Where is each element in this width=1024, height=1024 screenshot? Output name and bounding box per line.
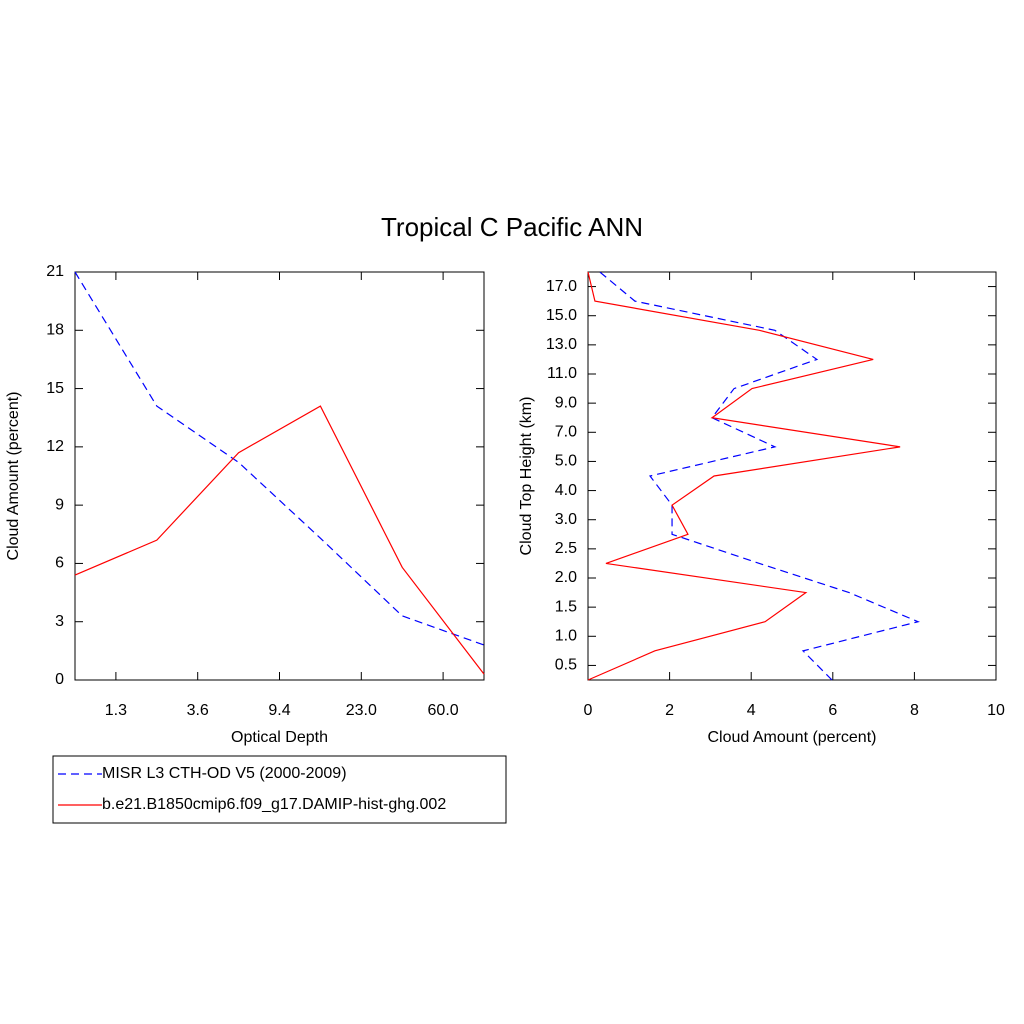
- y-tick-label: 17.0: [546, 278, 577, 295]
- y-tick-label: 3.0: [555, 511, 577, 528]
- y-tick-label: 0.5: [555, 657, 577, 674]
- x-tick-label: 23.0: [346, 702, 377, 719]
- x-axis-label: Cloud Amount (percent): [708, 729, 877, 746]
- x-tick-label: 0: [584, 702, 593, 719]
- x-tick-label: 60.0: [428, 702, 459, 719]
- legend-box: [52, 755, 507, 824]
- y-tick-label: 2.5: [555, 540, 577, 557]
- y-tick-label: 1.5: [555, 598, 577, 615]
- x-tick-label: 9.4: [268, 702, 290, 719]
- data-line: [74, 405, 485, 675]
- y-tick-label: 15.0: [546, 307, 577, 324]
- y-tick-label: 7.0: [555, 424, 577, 441]
- x-tick-label: 8: [910, 702, 919, 719]
- y-tick-label: 4.0: [555, 482, 577, 499]
- x-tick-label: 1.3: [105, 702, 127, 719]
- data-line: [599, 271, 920, 681]
- y-tick-label: 9.0: [555, 394, 577, 411]
- data-line: [587, 271, 901, 681]
- y-tick-label: 1.0: [555, 628, 577, 645]
- y-tick-label: 12: [46, 438, 64, 455]
- y-axis-label: Cloud Amount (percent): [5, 392, 22, 561]
- y-tick-label: 6: [55, 555, 64, 572]
- y-tick-label: 15: [46, 380, 64, 397]
- y-tick-label: 18: [46, 322, 64, 339]
- y-axis-label: Cloud Top Height (km): [518, 397, 535, 556]
- y-tick-label: 21: [46, 263, 64, 280]
- y-tick-label: 13.0: [546, 336, 577, 353]
- x-tick-label: 10: [987, 702, 1005, 719]
- y-tick-label: 0: [55, 671, 64, 688]
- y-tick-label: 9: [55, 496, 64, 513]
- plot-frame: [587, 271, 997, 681]
- chart-title: Tropical C Pacific ANN: [381, 212, 643, 242]
- y-tick-label: 2.0: [555, 569, 577, 586]
- x-tick-label: 3.6: [187, 702, 209, 719]
- x-tick-label: 4: [747, 702, 756, 719]
- y-tick-label: 3: [55, 613, 64, 630]
- y-tick-label: 5.0: [555, 453, 577, 470]
- x-axis-label: Optical Depth: [231, 729, 328, 746]
- x-tick-label: 6: [828, 702, 837, 719]
- y-tick-label: 11.0: [547, 365, 577, 382]
- legend-label: MISR L3 CTH-OD V5 (2000-2009): [102, 765, 347, 782]
- legend-label: b.e21.B1850cmip6.f09_g17.DAMIP-hist-ghg.…: [102, 796, 446, 813]
- data-line: [74, 271, 485, 646]
- x-tick-label: 2: [665, 702, 674, 719]
